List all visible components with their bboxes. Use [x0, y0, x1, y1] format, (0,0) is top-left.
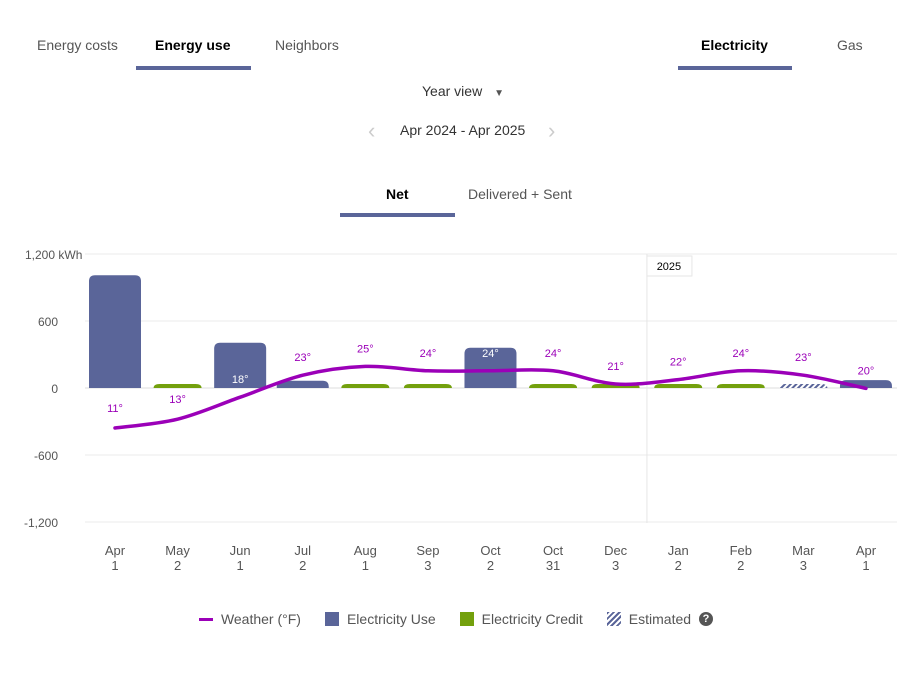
x-tick-day: 1 [111, 558, 118, 573]
tab-gas[interactable]: Gas [837, 37, 863, 53]
weather-line [113, 364, 868, 430]
active-tab-underline [136, 66, 251, 70]
x-tick-day: 2 [737, 558, 744, 573]
x-tick-month: Mar [792, 543, 815, 558]
temperature-label: 11° [107, 403, 123, 415]
bar-credit [153, 384, 202, 388]
legend-label: Estimated [628, 611, 692, 627]
chevron-left-icon[interactable]: ‹ [368, 118, 376, 143]
x-tick-month: Apr [856, 543, 877, 558]
y-tick-label: 1,200 kWh [25, 248, 82, 262]
bar-credit [341, 384, 390, 388]
y-tick-label: 600 [38, 315, 58, 329]
legend-label: Electricity Use [346, 611, 436, 627]
bar-credit [529, 384, 578, 388]
temperature-label: 24° [545, 348, 562, 360]
y-tick-label: 0 [51, 382, 58, 396]
hatch-swatch-icon [606, 612, 621, 626]
view-select[interactable]: Year view ▼ [422, 83, 504, 99]
swatch-icon [324, 612, 339, 626]
bar-estimated [779, 384, 828, 388]
y-tick-label: -600 [34, 449, 58, 463]
tab-energy-use[interactable]: Energy use [155, 37, 231, 53]
temperature-label: 25° [357, 343, 374, 355]
temperature-label: 23° [294, 352, 311, 364]
tab-delivered-sent[interactable]: Delivered + Sent [468, 186, 572, 202]
legend-estimated[interactable]: Estimated ? [606, 611, 714, 627]
chart-legend: Weather (°F) Electricity Use Electricity… [0, 611, 912, 627]
x-tick-month: Jan [668, 543, 689, 558]
help-icon[interactable]: ? [699, 612, 714, 626]
x-tick-day: 31 [546, 558, 560, 573]
x-tick-month: Feb [730, 543, 752, 558]
x-tick-day: 2 [174, 558, 181, 573]
x-tick-month: Oct [543, 543, 564, 558]
temperature-label: 23° [795, 352, 812, 364]
x-tick-month: Jun [230, 543, 251, 558]
x-tick-day: 2 [675, 558, 682, 573]
swatch-icon [459, 612, 474, 626]
x-tick-month: Apr [105, 543, 126, 558]
legend-label: Electricity Credit [481, 611, 583, 627]
year-marker-box [646, 255, 693, 277]
active-fuel-underline [678, 66, 792, 70]
x-tick-month: Dec [604, 543, 628, 558]
temperature-label: 24° [482, 348, 499, 360]
x-tick-day: 1 [362, 558, 369, 573]
temperature-label: 24° [732, 348, 749, 360]
bar-credit [654, 384, 703, 388]
x-tick-day: 2 [487, 558, 494, 573]
x-tick-month: Jul [294, 543, 311, 558]
caret-down-icon: ▼ [494, 88, 504, 99]
tab-neighbors[interactable]: Neighbors [275, 37, 339, 53]
legend-label: Weather (°F) [220, 611, 301, 627]
line-swatch-icon [198, 617, 213, 621]
temperature-label: 22° [670, 357, 687, 369]
temperature-label: 20° [858, 365, 875, 377]
temperature-label: 13° [169, 394, 186, 406]
x-tick-month: Oct [480, 543, 501, 558]
x-tick-day: 3 [424, 558, 431, 573]
bar-use [276, 380, 329, 388]
tab-net[interactable]: Net [386, 186, 409, 202]
bar-use [214, 342, 267, 388]
bar-use [89, 275, 141, 388]
legend-electricity-credit[interactable]: Electricity Credit [459, 611, 583, 627]
x-tick-day: 1 [862, 558, 869, 573]
x-tick-day: 1 [237, 558, 244, 573]
bar-use [464, 347, 517, 388]
bar-credit [716, 384, 765, 388]
legend-electricity-use[interactable]: Electricity Use [324, 611, 436, 627]
temperature-label: 24° [420, 348, 437, 360]
y-tick-label: -1,200 [24, 516, 58, 530]
x-tick-day: 2 [299, 558, 306, 573]
energy-chart: 1,200 kWh6000-600-1,2002025Apr1May2Jun1J… [24, 248, 897, 573]
active-mode-underline [340, 213, 455, 217]
x-tick-day: 3 [612, 558, 619, 573]
year-marker-label: 2025 [657, 261, 681, 273]
legend-weather[interactable]: Weather (°F) [198, 611, 301, 627]
x-tick-month: Sep [416, 543, 439, 558]
tab-energy-costs[interactable]: Energy costs [37, 37, 118, 53]
tab-electricity[interactable]: Electricity [701, 37, 768, 53]
date-range: Apr 2024 - Apr 2025 [400, 122, 526, 138]
chevron-right-icon[interactable]: › [548, 118, 556, 143]
x-tick-day: 3 [800, 558, 807, 573]
view-select-label: Year view [422, 83, 483, 99]
temperature-label: 21° [607, 361, 624, 373]
x-tick-month: May [165, 543, 190, 558]
x-tick-month: Aug [354, 543, 377, 558]
temperature-label: 18° [232, 374, 249, 386]
bar-credit [403, 384, 452, 388]
